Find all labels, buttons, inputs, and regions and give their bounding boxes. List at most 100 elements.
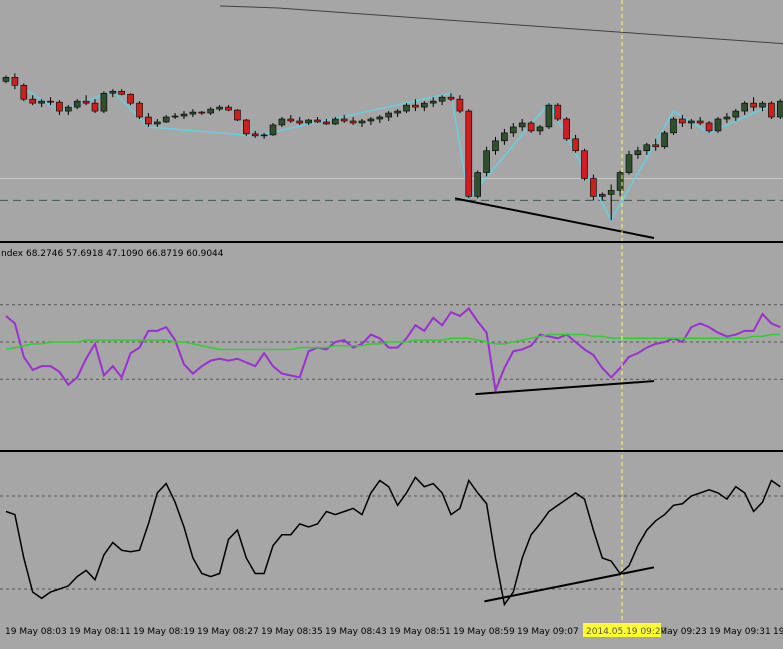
candle-body [590,178,597,197]
time-axis-label-7: 19 May 08:59 [453,627,515,637]
candle-body [429,100,437,104]
candle-body [234,109,241,121]
candle-body [634,150,642,156]
osc2-series-line [5,476,781,607]
candle-body [509,126,517,134]
candle-body [598,194,606,197]
candle-body [714,118,722,132]
candle-body [296,120,304,124]
candle-body [501,132,508,142]
time-axis-label-10: 19 May 09:31 [709,627,771,637]
candle-body [385,112,393,118]
candle-body [225,106,232,111]
candle-body [563,118,571,140]
candle-body [527,122,535,132]
time-axis-label-1: 19 May 08:11 [69,627,131,637]
candle-body [65,106,72,112]
candle-body [625,154,633,173]
candle-body [670,118,677,134]
candle-body [447,96,455,100]
price-panel-background [0,0,783,243]
candle-body [154,121,161,125]
osc1-series-line [5,307,781,395]
candle-body [29,98,37,104]
candle-body [340,118,348,122]
candle-body [100,92,108,112]
time-axis-label-9: 19 May 09:23 [645,627,707,637]
osc1-divergence-line [475,380,655,396]
candle-body [679,118,686,124]
moving-average-line [219,5,783,45]
candle-body [145,116,152,125]
candle-body [331,118,339,125]
candle-body [536,126,544,132]
candle-body [180,113,188,117]
time-axis-label-6: 19 May 08:51 [389,627,451,637]
candle-body [38,100,45,104]
time-axis-label-3: 19 May 08:27 [197,627,259,637]
osc1-series-line [5,333,781,351]
candle-body [661,132,668,148]
candle-body [554,104,562,120]
candle-body [438,96,446,102]
candle-body [759,102,766,108]
candle-body [189,111,197,115]
candle-body [349,120,357,124]
price-panel[interactable] [0,0,783,243]
candle-body [545,104,553,128]
candle-body [269,124,277,136]
time-axis-label-5: 19 May 08:43 [325,627,387,637]
crosshair-time-badge-bg [583,623,661,637]
candle-body [483,150,490,173]
candle-body [243,119,250,135]
candle-body [73,100,81,108]
candle-body [127,93,134,104]
candle-body [323,121,330,125]
candle-body [465,110,473,197]
candle-body [251,133,259,137]
candle-body [652,144,660,148]
candle-body [171,115,179,118]
candle-body [768,102,775,118]
candle-body [2,77,10,82]
candle-body [47,100,54,103]
time-axis-label-8: 19 May 09:07 [517,627,579,637]
candle-body [278,118,286,126]
candle-body [474,172,482,197]
candle-body [207,108,214,114]
candle-body [314,119,321,123]
time-axis-label-2: 19 May 08:19 [133,627,195,637]
candle-body [118,90,125,95]
candle-body [723,116,731,120]
candle-body [696,120,704,124]
candle-body [394,110,401,114]
candle-body [162,116,170,123]
candle-body [412,104,419,108]
time-axis-label-11: 19 [773,627,783,637]
price-support-line [454,197,655,239]
candle-body [687,120,695,124]
candle-body [91,102,99,112]
candle-body [376,116,384,120]
candle-body [82,100,90,104]
candle-body [643,144,651,152]
candle-body [518,122,526,128]
candle-body [732,110,740,118]
candle-body [260,134,268,137]
candle-body [358,120,366,124]
candle-body [198,111,206,114]
candle-body [367,118,375,122]
candle-body [776,100,783,118]
candle-body [750,102,757,108]
candle-body [403,104,410,112]
oscillator-panel-2[interactable] [0,455,783,622]
candle-body [581,150,588,179]
time-axis-label-0: 19 May 08:03 [5,627,67,637]
oscillator-panel-1[interactable]: ndex 68.2746 57.6918 47.1090 66.8719 60.… [0,245,783,453]
candle-body [456,98,464,112]
time-axis: 19 May 08:03 19 May 08:11 19 May 08:19 1… [5,623,783,637]
candle-body [305,119,312,124]
candle-body [216,106,223,110]
candle-body [136,102,143,118]
